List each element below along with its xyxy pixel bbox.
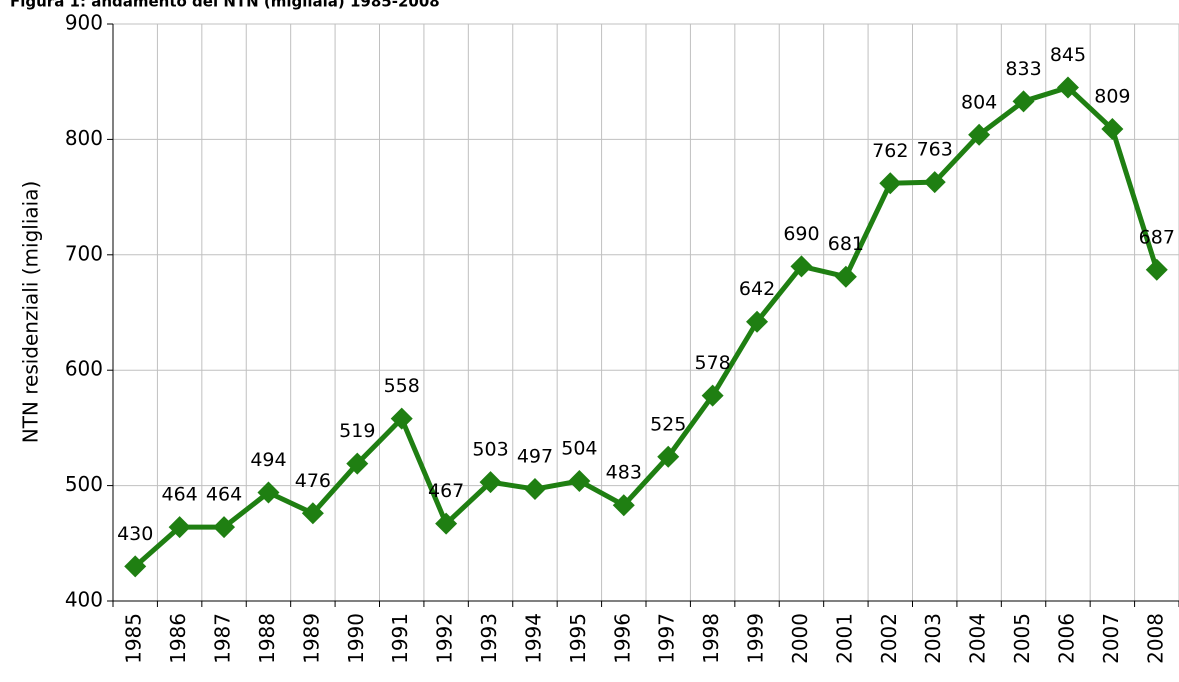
y-tick-label: 600 bbox=[65, 357, 103, 381]
x-tick-label: 2001 bbox=[832, 613, 856, 664]
x-tick-label: 2003 bbox=[921, 613, 945, 664]
data-marker bbox=[301, 502, 324, 525]
data-label: 464 bbox=[161, 484, 197, 506]
data-marker bbox=[657, 445, 680, 468]
chart-title: Figura 1: andamento del NTN (migliaia) 1… bbox=[10, 0, 440, 11]
data-label: 558 bbox=[384, 375, 420, 397]
data-marker bbox=[124, 555, 147, 578]
data-label: 497 bbox=[517, 446, 553, 468]
data-label: 503 bbox=[472, 439, 508, 461]
data-label: 483 bbox=[606, 462, 642, 484]
data-label: 681 bbox=[828, 233, 864, 255]
data-label: 809 bbox=[1094, 86, 1130, 108]
data-marker bbox=[834, 265, 857, 288]
data-label: 763 bbox=[917, 139, 953, 161]
x-tick-label: 2004 bbox=[966, 613, 990, 664]
x-tick-label: 1995 bbox=[566, 613, 590, 664]
y-tick-label: 400 bbox=[65, 588, 103, 612]
x-tick-label: 1996 bbox=[610, 613, 634, 664]
x-tick-label: 1998 bbox=[699, 613, 723, 664]
y-tick-label: 800 bbox=[65, 126, 103, 150]
x-tick-label: 1994 bbox=[521, 613, 545, 664]
data-marker bbox=[1056, 76, 1079, 99]
y-tick-label: 700 bbox=[65, 241, 103, 265]
x-tick-label: 2005 bbox=[1010, 613, 1034, 664]
data-marker bbox=[346, 452, 369, 475]
data-marker bbox=[213, 516, 236, 539]
x-tick-label: 2000 bbox=[788, 613, 812, 664]
y-tick-label: 900 bbox=[65, 11, 103, 35]
x-tick-label: 1986 bbox=[166, 613, 190, 664]
data-label: 464 bbox=[206, 484, 242, 506]
data-marker bbox=[790, 255, 813, 278]
x-tick-label: 1985 bbox=[122, 613, 146, 664]
data-marker bbox=[390, 407, 413, 430]
data-label: 467 bbox=[428, 480, 464, 502]
data-label: 494 bbox=[250, 449, 286, 471]
data-label: 525 bbox=[650, 413, 686, 435]
x-tick-label: 2007 bbox=[1099, 613, 1123, 664]
data-label: 804 bbox=[961, 91, 997, 113]
x-tick-label: 1997 bbox=[655, 613, 679, 664]
x-tick-label: 1993 bbox=[477, 613, 501, 664]
x-tick-label: 1989 bbox=[299, 613, 323, 664]
x-tick-label: 1990 bbox=[344, 613, 368, 664]
data-label: 690 bbox=[783, 223, 819, 245]
data-label: 642 bbox=[739, 278, 775, 300]
data-label: 687 bbox=[1139, 226, 1175, 248]
data-marker bbox=[1101, 118, 1124, 141]
data-label: 430 bbox=[117, 523, 153, 545]
data-marker bbox=[568, 469, 591, 492]
data-label: 476 bbox=[295, 470, 331, 492]
x-tick-label: 2006 bbox=[1054, 613, 1078, 664]
data-marker bbox=[968, 123, 991, 146]
data-marker bbox=[746, 310, 769, 333]
data-marker bbox=[257, 481, 280, 504]
data-label: 762 bbox=[872, 140, 908, 162]
x-tick-label: 1988 bbox=[255, 613, 279, 664]
data-marker bbox=[879, 172, 902, 195]
data-marker bbox=[523, 478, 546, 501]
data-label: 504 bbox=[561, 437, 597, 459]
data-marker bbox=[1012, 90, 1035, 113]
data-marker bbox=[435, 512, 458, 535]
x-tick-label: 1999 bbox=[744, 613, 768, 664]
x-tick-label: 2002 bbox=[877, 613, 901, 664]
y-tick-label: 500 bbox=[65, 472, 103, 496]
data-label: 519 bbox=[339, 420, 375, 442]
x-tick-label: 1987 bbox=[211, 613, 235, 664]
data-marker bbox=[479, 471, 502, 494]
data-label: 578 bbox=[694, 352, 730, 374]
data-label: 845 bbox=[1050, 44, 1086, 66]
data-marker bbox=[1145, 258, 1168, 281]
data-marker bbox=[612, 494, 635, 517]
data-marker bbox=[701, 384, 724, 407]
data-marker bbox=[168, 516, 191, 539]
x-tick-label: 1992 bbox=[433, 613, 457, 664]
data-label: 833 bbox=[1005, 58, 1041, 80]
y-axis-label: NTN residenziali (migliaia) bbox=[19, 181, 43, 444]
data-marker bbox=[923, 171, 946, 194]
x-tick-label: 2008 bbox=[1143, 613, 1167, 664]
x-tick-label: 1991 bbox=[388, 613, 412, 664]
